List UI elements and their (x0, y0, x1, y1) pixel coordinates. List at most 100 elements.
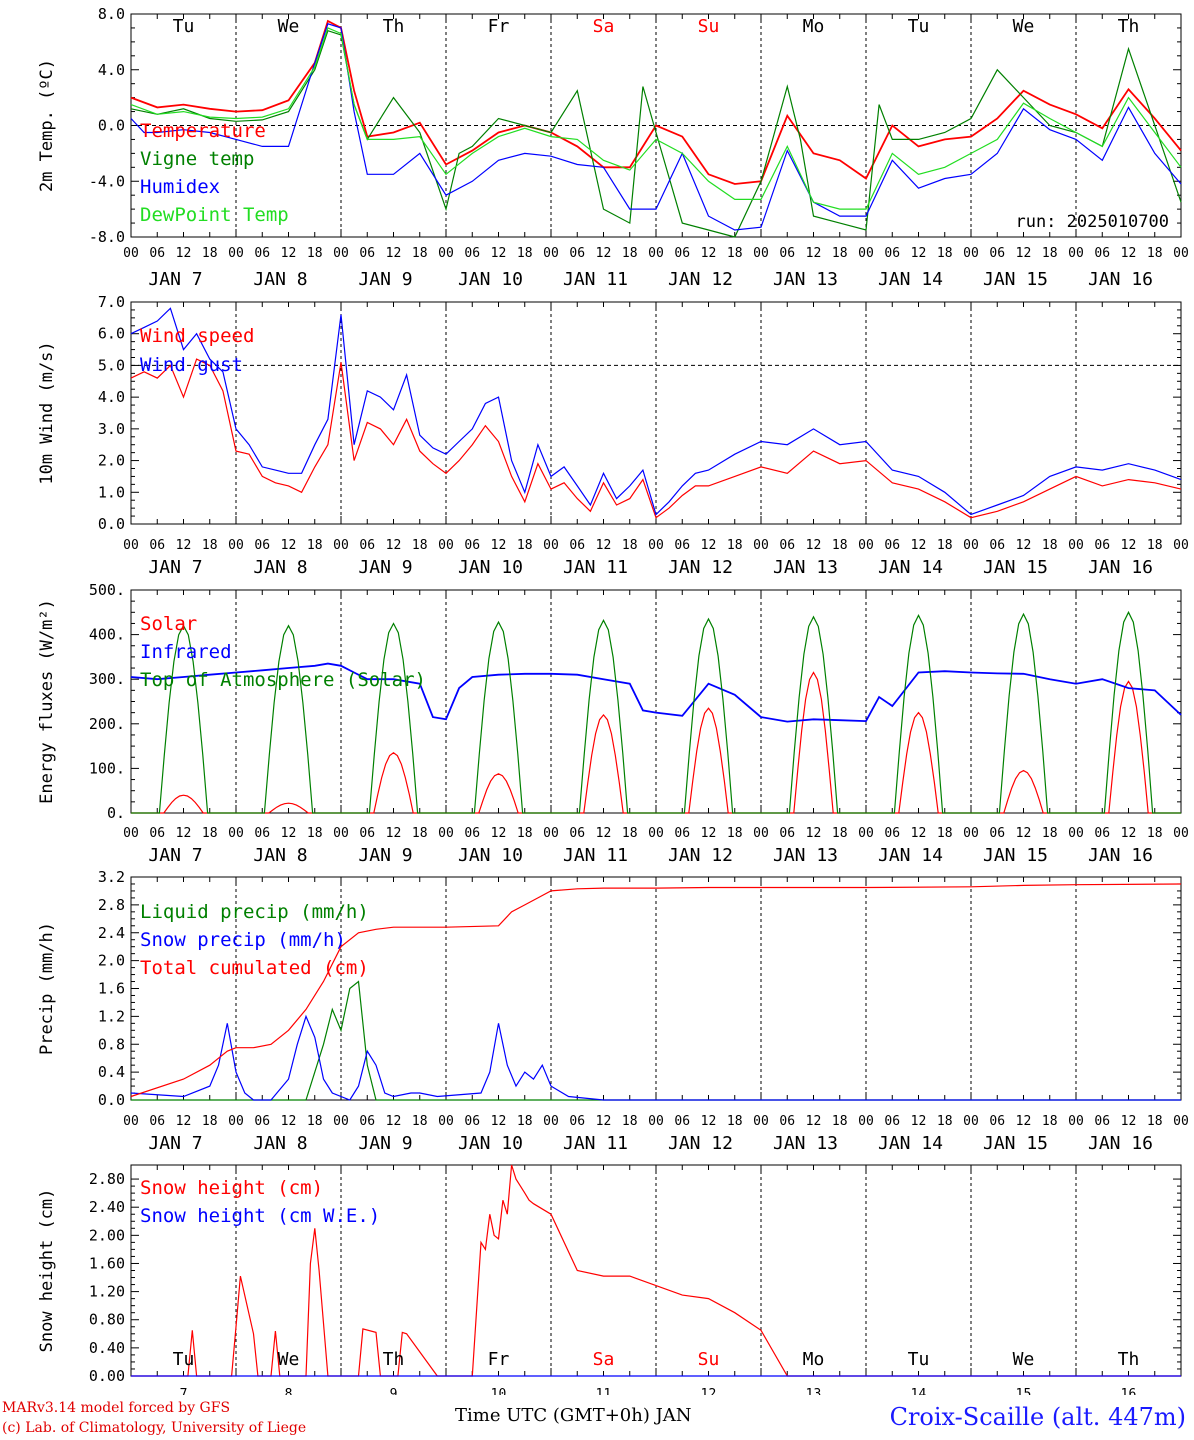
legend-entry: Top of Atmosphere (Solar) (140, 669, 426, 691)
hour-tick-label: 00 (1068, 246, 1084, 261)
hour-tick-label: 12 (596, 538, 612, 553)
hour-tick-label: 12 (806, 826, 822, 841)
y-tick-label: 1.60 (89, 1254, 125, 1272)
hour-tick-label: 06 (1094, 826, 1110, 841)
hour-tick-label: 12 (281, 1114, 297, 1129)
hour-tick-label: 06 (674, 826, 690, 841)
weekday-label: Sa (593, 16, 615, 37)
hour-tick-label: 12 (701, 246, 717, 261)
legend-entry: Temperature (140, 120, 266, 142)
hour-tick-label: 00 (438, 1114, 454, 1129)
weekday-label: Th (1118, 16, 1140, 37)
hour-tick-label: 18 (727, 1114, 743, 1129)
day-number-label: 10 (491, 1387, 507, 1395)
lab-credit: (c) Lab. of Climatology, University of L… (2, 1420, 307, 1436)
hour-tick-label: 18 (202, 826, 218, 841)
y-tick-label: 6.0 (98, 325, 125, 343)
y-tick-label: 0.4 (98, 1063, 125, 1081)
hour-tick-label: 12 (911, 826, 927, 841)
hour-tick-label: 00 (1068, 1114, 1084, 1129)
x-axis-title: Time UTC (GMT+0h) JAN (455, 1405, 692, 1426)
hour-tick-label: 18 (517, 826, 533, 841)
weekday-label: Fr (488, 16, 510, 37)
date-label: JAN 12 (668, 269, 733, 290)
hour-tick-label: 12 (1121, 1114, 1137, 1129)
hour-tick-label: 18 (1147, 538, 1163, 553)
hour-tick-label: 18 (307, 1114, 323, 1129)
hour-tick-label: 00 (1173, 246, 1189, 261)
panel-3: 500. 400. 300. 200. 100. 0. Energy fluxes (W/m… (37, 581, 1189, 866)
date-label: JAN 12 (668, 557, 733, 578)
hour-tick-label: 12 (386, 538, 402, 553)
hour-tick-label: 12 (1016, 1114, 1032, 1129)
hour-tick-label: 12 (1121, 826, 1137, 841)
hour-tick-label: 12 (806, 246, 822, 261)
hour-tick-label: 18 (727, 826, 743, 841)
weekday-label: Tu (908, 1349, 930, 1370)
y-tick-label: 0.0 (98, 117, 125, 135)
hour-tick-label: 18 (937, 826, 953, 841)
hour-tick-label: 00 (648, 246, 664, 261)
hour-tick-label: 12 (1121, 538, 1137, 553)
legend-entry: Solar (140, 613, 197, 635)
hour-tick-label: 12 (701, 826, 717, 841)
y-tick-label: 1.0 (98, 483, 125, 501)
day-number-label: 8 (285, 1387, 293, 1395)
y-axis-label: 10m Wind (m/s) (37, 341, 57, 484)
hour-tick-label: 12 (911, 538, 927, 553)
hour-tick-label: 18 (727, 538, 743, 553)
hour-tick-label: 00 (543, 246, 559, 261)
date-label: JAN 15 (983, 845, 1048, 866)
y-tick-label: -8.0 (89, 228, 125, 246)
hour-tick-label: 12 (491, 538, 507, 553)
hour-tick-label: 18 (517, 1114, 533, 1129)
hour-tick-label: 00 (438, 246, 454, 261)
hour-tick-label: 00 (858, 538, 874, 553)
hour-tick-label: 18 (1147, 246, 1163, 261)
y-axis-label: Energy fluxes (W/m²) (37, 599, 57, 804)
hour-tick-label: 12 (386, 826, 402, 841)
hour-tick-label: 12 (491, 826, 507, 841)
hour-tick-label: 06 (1094, 246, 1110, 261)
hour-tick-label: 00 (123, 1114, 139, 1129)
hour-tick-label: 06 (674, 246, 690, 261)
day-number-label: 14 (911, 1387, 927, 1395)
date-label: JAN 13 (773, 845, 838, 866)
hour-tick-label: 00 (333, 1114, 349, 1129)
hour-tick-label: 06 (359, 538, 375, 553)
hour-tick-label: 06 (464, 538, 480, 553)
hour-tick-label: 06 (149, 538, 165, 553)
legend-entry: Humidex (140, 176, 220, 198)
y-tick-label: 0. (107, 804, 125, 822)
weekday-label: Fr (488, 1349, 510, 1370)
hour-tick-label: 18 (307, 538, 323, 553)
date-label: JAN 7 (148, 557, 202, 578)
y-tick-label: 200. (89, 715, 125, 733)
date-label: JAN 14 (878, 269, 943, 290)
hour-tick-label: 00 (753, 246, 769, 261)
hour-tick-label: 06 (464, 246, 480, 261)
y-tick-label: 4.0 (98, 61, 125, 79)
station-name: Croix-Scaille (alt. 447m) (889, 1403, 1186, 1431)
date-label: JAN 12 (668, 1133, 733, 1154)
y-axis-label: Snow height (cm) (37, 1189, 57, 1353)
hour-tick-label: 12 (806, 1114, 822, 1129)
date-label: JAN 7 (148, 845, 202, 866)
hour-tick-label: 00 (333, 538, 349, 553)
hour-tick-label: 06 (989, 246, 1005, 261)
hour-tick-label: 00 (1068, 826, 1084, 841)
hour-tick-label: 12 (176, 538, 192, 553)
y-tick-label: 2.4 (98, 924, 125, 942)
hour-tick-label: 18 (832, 538, 848, 553)
date-label: JAN 15 (983, 1133, 1048, 1154)
legend-entry: Snow precip (mm/h) (140, 929, 346, 951)
y-tick-label: 8.0 (98, 5, 125, 23)
hour-tick-label: 18 (727, 246, 743, 261)
hour-tick-label: 00 (963, 538, 979, 553)
series-line-infrared (130, 662, 1182, 723)
hour-tick-label: 00 (333, 826, 349, 841)
y-tick-label: 300. (89, 670, 125, 688)
weekday-label: We (278, 1349, 300, 1370)
hour-tick-label: 18 (517, 538, 533, 553)
